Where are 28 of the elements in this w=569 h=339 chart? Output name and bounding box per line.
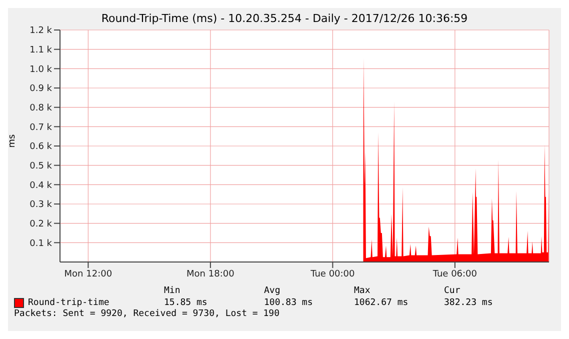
y-tick-label: 0.5 k xyxy=(30,162,53,172)
text: 1062.67 ms xyxy=(354,298,408,308)
y-tick-label: 0.4 k xyxy=(30,180,53,191)
y-tick-label: 1.1 k xyxy=(30,46,53,56)
y-tick-label: 0.1 k xyxy=(30,238,53,249)
y-axis-title: ms xyxy=(8,134,18,148)
text: Cur xyxy=(444,286,460,296)
x-tick-label: Tue 06:00 xyxy=(432,269,478,280)
y-tick-label: 1.0 k xyxy=(30,64,53,75)
y-tick-label: 0.8 k xyxy=(30,104,53,114)
y-tick-label: 0.7 k xyxy=(30,122,53,133)
text: Packets: Sent = 9920, Received = 9730, Lost = 190 xyxy=(14,309,281,319)
x-tick-label: Tue 00:00 xyxy=(310,269,356,280)
y-tick-label: 0.6 k xyxy=(30,142,53,152)
text: 100.83 ms xyxy=(264,298,313,308)
text: 15.85 ms xyxy=(164,298,208,308)
y-tick-label: 0.3 k xyxy=(30,200,53,210)
y-tick-label: 1.2 k xyxy=(30,26,53,36)
chart-title: Round-Trip-Time (ms) - 10.20.35.254 - Daily - 2017/12/26 10:36:59 xyxy=(100,11,469,26)
text: Avg xyxy=(264,286,280,296)
y-tick-label: 0.9 k xyxy=(30,84,53,94)
x-tick-label: Mon 18:00 xyxy=(186,269,235,280)
text: 382.23 ms xyxy=(444,298,493,308)
legend-label: Round-trip-time xyxy=(28,298,110,308)
x-tick-label: Mon 12:00 xyxy=(64,269,112,280)
y-tick-label: 0.2 k xyxy=(30,220,53,230)
text: Min xyxy=(164,286,180,296)
text: Max xyxy=(354,286,370,296)
